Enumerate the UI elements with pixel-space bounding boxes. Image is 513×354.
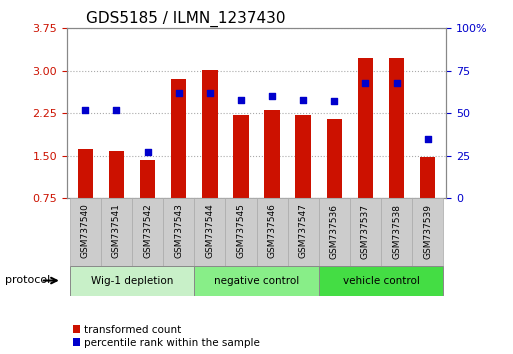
- Point: [206, 90, 214, 96]
- Bar: [381, 198, 412, 266]
- Point: [424, 136, 432, 142]
- Bar: [233, 115, 249, 198]
- Bar: [171, 79, 187, 198]
- Bar: [326, 119, 342, 198]
- Bar: [109, 151, 124, 198]
- Text: GSM737546: GSM737546: [268, 204, 277, 258]
- Text: GSM737543: GSM737543: [174, 204, 183, 258]
- Point: [392, 80, 401, 86]
- Point: [268, 93, 276, 99]
- Text: vehicle control: vehicle control: [343, 275, 420, 286]
- Bar: [295, 115, 311, 198]
- Text: GSM737539: GSM737539: [423, 204, 432, 259]
- Bar: [202, 70, 218, 198]
- Text: GSM737542: GSM737542: [143, 204, 152, 258]
- Bar: [132, 198, 163, 266]
- Bar: [101, 198, 132, 266]
- Text: protocol: protocol: [5, 275, 50, 285]
- Text: GSM737541: GSM737541: [112, 204, 121, 258]
- Bar: [319, 198, 350, 266]
- Text: GSM737547: GSM737547: [299, 204, 308, 258]
- Point: [144, 149, 152, 155]
- Text: GSM737537: GSM737537: [361, 204, 370, 259]
- Bar: [256, 198, 288, 266]
- Bar: [140, 160, 155, 198]
- Point: [299, 97, 307, 103]
- Bar: [163, 198, 194, 266]
- Bar: [412, 198, 443, 266]
- Bar: [319, 266, 443, 296]
- Text: GSM737545: GSM737545: [236, 204, 245, 258]
- Text: GSM737540: GSM737540: [81, 204, 90, 258]
- Bar: [77, 149, 93, 198]
- Point: [81, 107, 89, 113]
- Point: [112, 107, 121, 113]
- Text: GSM737544: GSM737544: [205, 204, 214, 258]
- Point: [174, 90, 183, 96]
- Text: GSM737536: GSM737536: [330, 204, 339, 259]
- Bar: [225, 198, 256, 266]
- Point: [330, 98, 339, 104]
- Bar: [288, 198, 319, 266]
- Point: [361, 80, 369, 86]
- Bar: [350, 198, 381, 266]
- Text: GSM737538: GSM737538: [392, 204, 401, 259]
- Bar: [358, 58, 373, 198]
- Bar: [70, 198, 101, 266]
- Bar: [389, 58, 404, 198]
- Bar: [264, 110, 280, 198]
- Text: GDS5185 / ILMN_1237430: GDS5185 / ILMN_1237430: [86, 11, 285, 27]
- Text: negative control: negative control: [214, 275, 299, 286]
- Bar: [420, 157, 436, 198]
- Point: [237, 97, 245, 103]
- Bar: [194, 198, 225, 266]
- Bar: [70, 266, 194, 296]
- Bar: [194, 266, 319, 296]
- Legend: transformed count, percentile rank within the sample: transformed count, percentile rank withi…: [72, 324, 261, 349]
- Text: Wig-1 depletion: Wig-1 depletion: [91, 275, 173, 286]
